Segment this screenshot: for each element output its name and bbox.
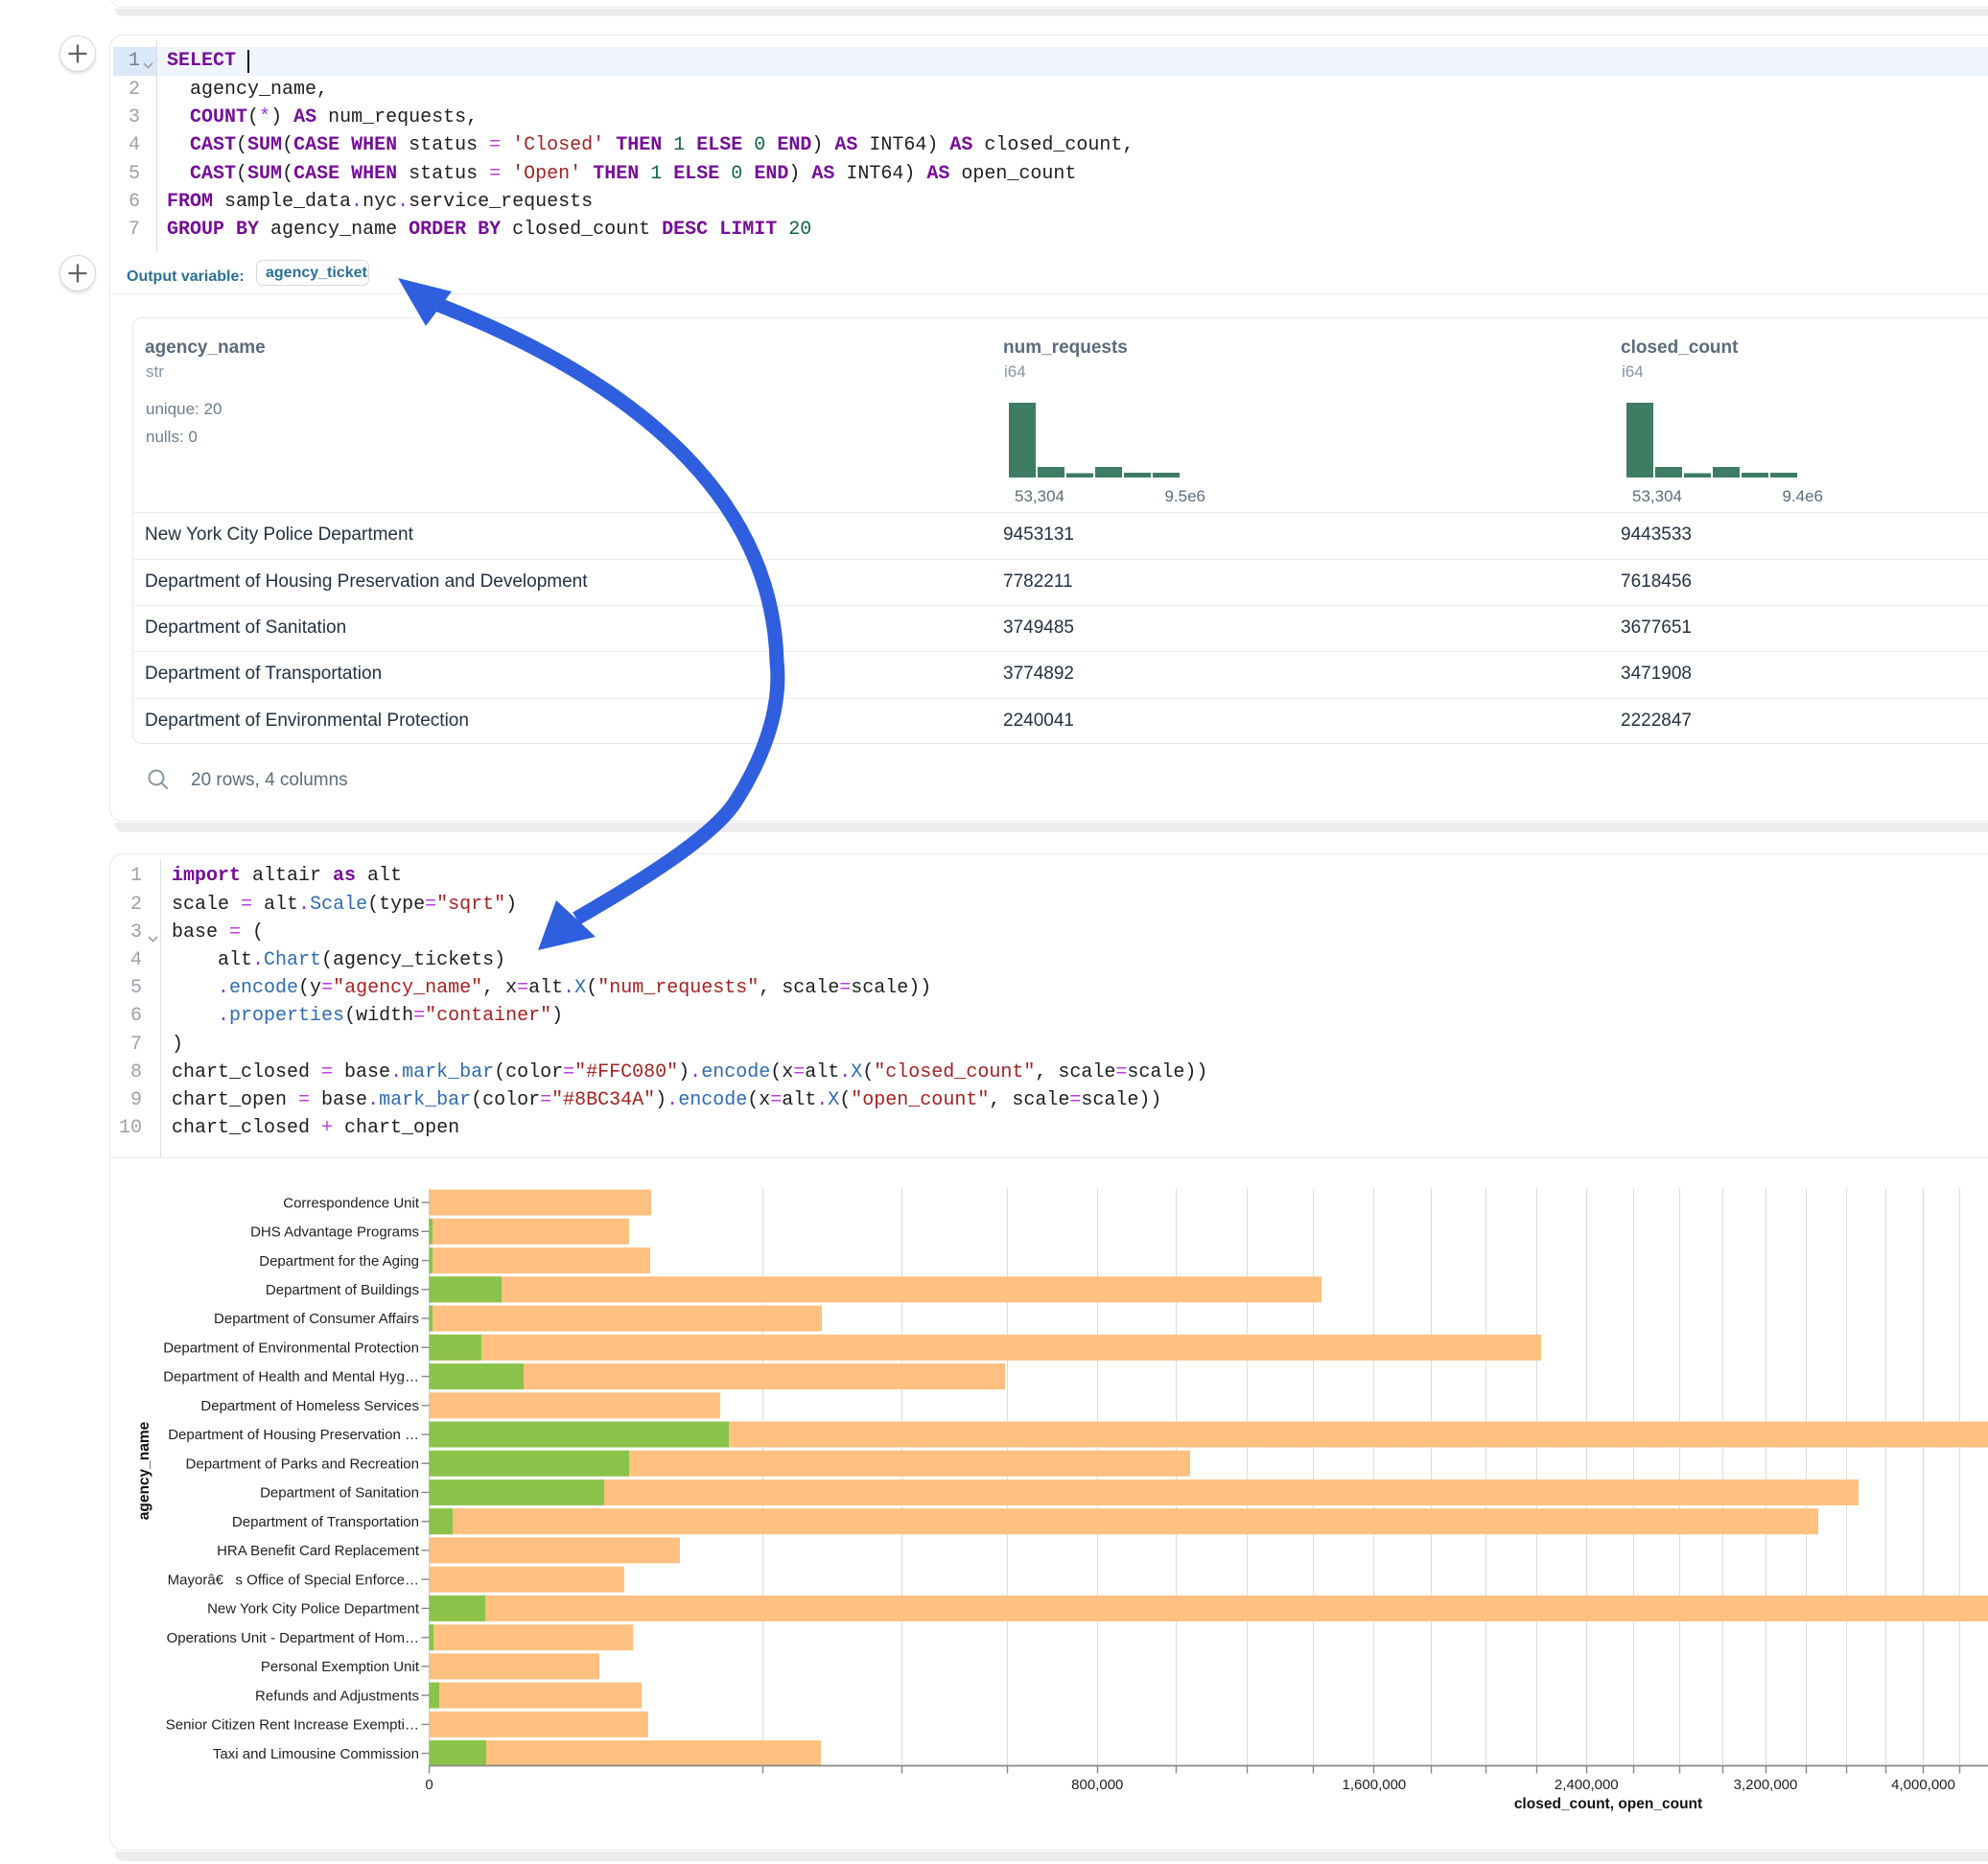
svg-text:Department of Health and Menta: Department of Health and Mental Hyg… <box>163 1369 419 1386</box>
svg-text:Department of Sanitation: Department of Sanitation <box>260 1485 419 1502</box>
svg-text:Personal Exemption Unit: Personal Exemption Unit <box>261 1659 420 1675</box>
svg-text:0: 0 <box>425 1777 433 1793</box>
svg-text:3,200,000: 3,200,000 <box>1734 1777 1798 1793</box>
svg-text:Correspondence Unit: Correspondence Unit <box>283 1195 420 1211</box>
svg-text:Department of Consumer Affairs: Department of Consumer Affairs <box>214 1311 419 1327</box>
svg-text:Senior Citizen Rent Increase E: Senior Citizen Rent Increase Exempti… <box>166 1717 419 1734</box>
svg-text:2,400,000: 2,400,000 <box>1555 1777 1619 1793</box>
svg-text:4,000,000: 4,000,000 <box>1891 1777 1955 1793</box>
svg-text:Department of Homeless Service: Department of Homeless Services <box>200 1398 419 1414</box>
svg-text:Taxi and Limousine Commission: Taxi and Limousine Commission <box>213 1746 419 1762</box>
svg-text:HRA Benefit Card Replacement: HRA Benefit Card Replacement <box>217 1543 420 1559</box>
svg-text:agency_name: agency_name <box>136 1421 152 1520</box>
svg-text:800,000: 800,000 <box>1071 1777 1123 1793</box>
svg-text:Department of Transportation: Department of Transportation <box>232 1514 419 1530</box>
svg-text:1,600,000: 1,600,000 <box>1343 1777 1407 1793</box>
svg-text:Department of Buildings: Department of Buildings <box>266 1282 419 1298</box>
svg-text:New York City Police Departmen: New York City Police Department <box>207 1601 420 1618</box>
svg-text:DHS Advantage Programs: DHS Advantage Programs <box>250 1224 419 1241</box>
svg-text:Mayorâ€ s Office of Special: Mayorâ€ s Office of Special Enforce… <box>168 1572 419 1588</box>
svg-text:Department of Housing Preserva: Department of Housing Preservation … <box>168 1427 419 1443</box>
svg-text:Department for the Aging: Department for the Aging <box>259 1253 419 1270</box>
svg-text:Refunds and Adjustments: Refunds and Adjustments <box>255 1688 419 1704</box>
svg-text:Department of Environmental Pr: Department of Environmental Protection <box>163 1340 419 1357</box>
svg-text:Operations Unit - Department o: Operations Unit - Department of Hom… <box>167 1630 419 1646</box>
svg-text:Department of Parks and Recrea: Department of Parks and Recreation <box>186 1456 419 1472</box>
svg-text:closed_count, open_count: closed_count, open_count <box>1514 1796 1702 1812</box>
